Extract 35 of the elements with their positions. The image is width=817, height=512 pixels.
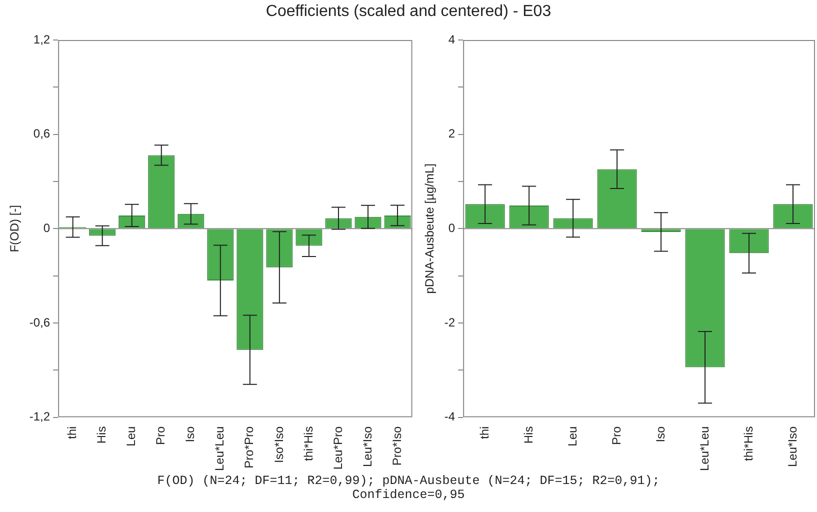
x-tick-label: Iso bbox=[183, 426, 198, 442]
x-tick-label: Leu bbox=[124, 426, 138, 446]
y-tick-label: 0 bbox=[43, 220, 50, 235]
y-axis-title: pDNA-Ausbeute [µg/mL] bbox=[422, 163, 437, 294]
x-tick-label: Pro*Pro bbox=[242, 426, 256, 468]
y-tick-label: 0,6 bbox=[33, 126, 50, 141]
y-tick-label: -4 bbox=[444, 410, 456, 424]
x-tick-label: thi*His bbox=[741, 426, 756, 461]
x-tick-label: Leu*Leu bbox=[212, 426, 227, 472]
text: Confidence=0,95 bbox=[351, 488, 466, 502]
x-tick-label: His bbox=[94, 426, 109, 444]
x-tick-label: Leu bbox=[565, 426, 580, 446]
x-tick-label: Pro bbox=[609, 426, 624, 445]
x-tick-label: Leu*Leu bbox=[697, 426, 712, 472]
x-tick-label: Pro*Iso bbox=[390, 426, 404, 466]
x-tick-label: thi*His bbox=[301, 426, 316, 461]
x-tick-label: Leu*Pro bbox=[330, 426, 345, 470]
chart-title: Coefficients (scaled and centered) - E03 bbox=[264, 3, 552, 21]
y-tick-label: 1,2 bbox=[33, 32, 50, 46]
x-tick-label: Iso bbox=[653, 426, 668, 442]
x-tick-label: thi bbox=[65, 426, 80, 439]
y-tick-label: -1,2 bbox=[29, 410, 50, 424]
y-tick-label: -0,6 bbox=[29, 315, 50, 330]
x-tick-label: Iso*Iso bbox=[272, 426, 286, 463]
x-tick-label: Leu*Iso bbox=[785, 426, 800, 467]
text: F(OD) (N=24; DF=11; R2=0,99); pDNA-Ausbeute (N=24; DF=15; R2=0,91); bbox=[156, 474, 661, 488]
y-tick-label: 4 bbox=[448, 32, 456, 46]
y-tick-label: 2 bbox=[448, 126, 456, 141]
y-axis-title: F(OD) [-] bbox=[8, 204, 22, 252]
x-tick-label: Pro bbox=[154, 426, 168, 445]
y-tick-label: -2 bbox=[444, 315, 456, 330]
x-tick-label: His bbox=[521, 426, 536, 444]
x-tick-label: Leu*Iso bbox=[360, 426, 374, 467]
x-tick-label: thi bbox=[477, 426, 492, 439]
y-tick-label: 0 bbox=[448, 220, 456, 235]
